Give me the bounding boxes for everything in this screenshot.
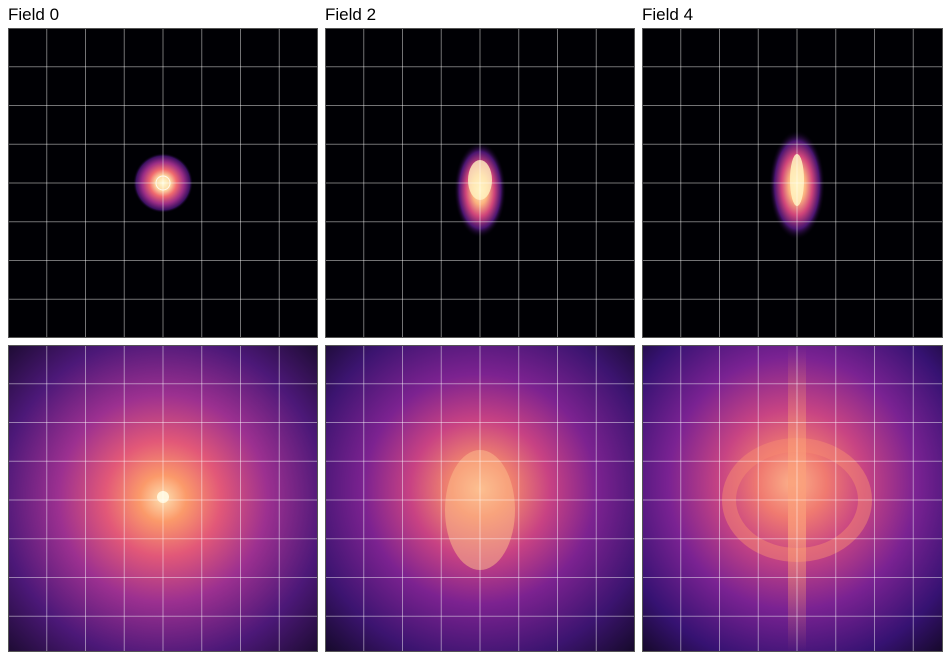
panel-title: Field 0 (8, 5, 59, 24)
image-panel (8, 28, 318, 338)
image-panel (8, 345, 318, 652)
image-panel (325, 345, 635, 652)
panel-frame (325, 28, 635, 338)
image-panel (642, 28, 943, 338)
panel-title: Field 2 (325, 5, 376, 24)
panel-frame (8, 28, 318, 338)
panel-title: Field 4 (642, 5, 693, 24)
image-panel (642, 345, 943, 652)
grid (8, 28, 943, 652)
image-panel (325, 28, 635, 338)
